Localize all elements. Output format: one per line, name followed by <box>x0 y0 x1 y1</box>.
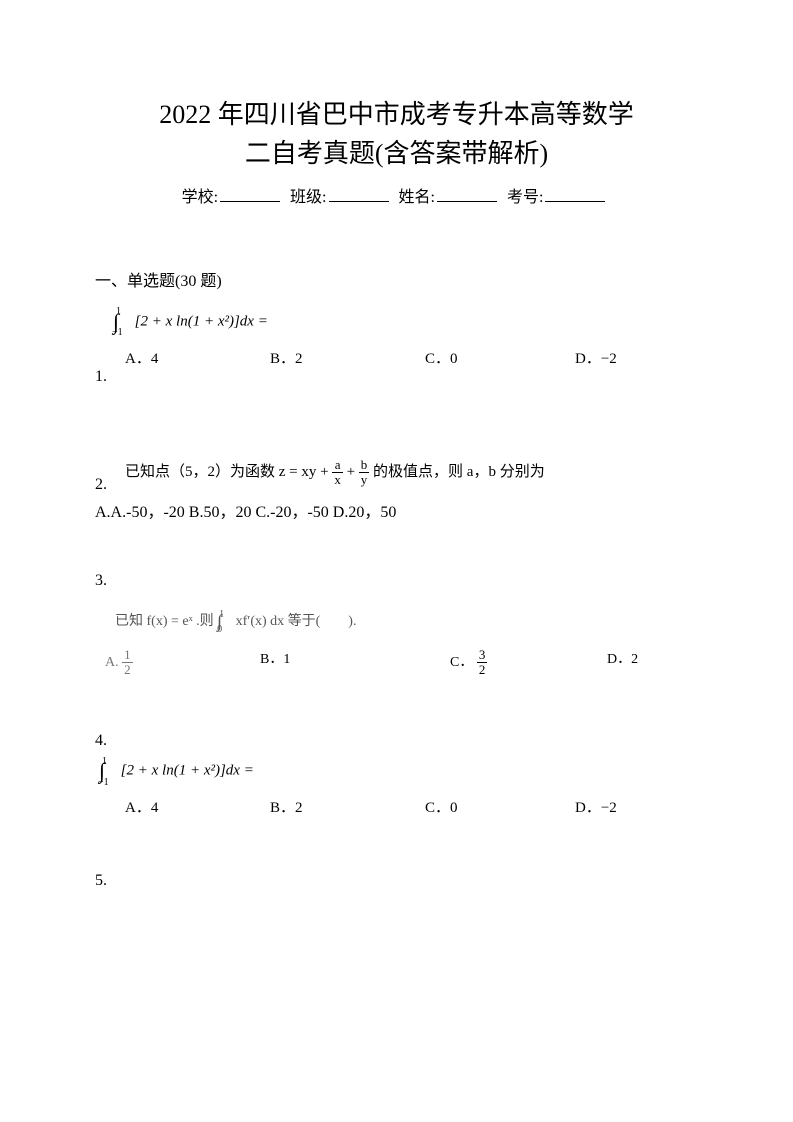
title-line-2: 二自考真题(含答案带解析) <box>245 139 548 168</box>
q2-frac2-den: y <box>359 473 370 487</box>
q1-options: A．4 B．2 C．0 D．−2 <box>125 347 698 368</box>
q3-optC-frac: 32 <box>477 648 488 678</box>
q1-option-c[interactable]: C．0 <box>425 347 575 368</box>
q1-option-b[interactable]: B．2 <box>270 347 425 368</box>
q2-text: 已知点（5，2）为函数 z = xy + ax + by 的极值点，则 a，b … <box>125 458 698 488</box>
q2-text-post: 的极值点，则 a，b 分别为 <box>369 464 544 480</box>
q2-text-pre: 已知点（5，2）为函数 z = xy + <box>125 464 332 480</box>
q4-option-b[interactable]: B．2 <box>270 796 425 817</box>
q4-option-a[interactable]: A．4 <box>125 796 270 817</box>
q3-optA-label: A. <box>105 655 119 670</box>
q1-option-a[interactable]: A．4 <box>125 347 270 368</box>
q4-int-lower: −1 <box>98 777 109 788</box>
q3-optA-frac: 12 <box>122 648 133 678</box>
q3-text: 已知 f(x) = eˣ .则 ∫10 xf′(x) dx 等于( ). <box>115 610 698 632</box>
q3-options: A. 12 B．1 C． 32 D．2 <box>105 648 698 678</box>
q4-int-upper: 1 <box>102 756 107 767</box>
q4-options: A．4 B．2 C．0 D．−2 <box>125 796 698 817</box>
q3-int-upper: 1 <box>219 609 224 620</box>
q3-optC-label: C． <box>450 655 473 670</box>
q4-option-d[interactable]: D．−2 <box>575 796 675 817</box>
school-blank[interactable] <box>220 201 280 202</box>
q2-frac1-den: x <box>332 473 343 487</box>
q3-option-b[interactable]: B．1 <box>260 648 450 678</box>
q3-optC-den: 2 <box>477 663 488 677</box>
q1-expression: ∫1−1[2 + x ln(1 + x²)]dx = <box>113 309 698 335</box>
q2-frac1-num: a <box>332 458 343 473</box>
q3-number: 3. <box>95 572 698 590</box>
q3-text-pre: 已知 f(x) = eˣ .则 <box>115 614 217 629</box>
question-1: ∫1−1[2 + x ln(1 + x²)]dx = A．4 B．2 C．0 D… <box>95 309 698 368</box>
section-1-title: 一、单选题(30 题) <box>95 267 698 291</box>
q4-expr-body: [2 + x ln(1 + x²)]dx = <box>121 763 254 779</box>
q3-optC-num: 3 <box>477 648 488 663</box>
name-label: 姓名: <box>399 189 435 206</box>
q2-frac-2: by <box>359 458 370 488</box>
q1-expr-body: [2 + x ln(1 + x²)]dx = <box>135 313 268 329</box>
q3-option-c[interactable]: C． 32 <box>450 648 607 678</box>
q2-options[interactable]: A.A.-50，-20 B.50，20 C.-20，-50 D.20，50 <box>95 498 698 522</box>
q4-expression: ∫1−1[2 + x ln(1 + x²)]dx = <box>99 758 698 784</box>
q2-frac-1: ax <box>332 458 343 488</box>
q3-option-d[interactable]: D．2 <box>607 648 667 678</box>
id-label: 考号: <box>507 189 543 206</box>
q3-text-post: xf′(x) dx 等于( ). <box>232 614 356 629</box>
document-title: 2022 年四川省巴中市成考专升本高等数学 二自考真题(含答案带解析) <box>95 95 698 173</box>
question-2: 已知点（5，2）为函数 z = xy + ax + by 的极值点，则 a，b … <box>95 458 698 488</box>
q2-frac2-num: b <box>359 458 370 473</box>
class-label: 班级: <box>290 189 326 206</box>
q4-option-c[interactable]: C．0 <box>425 796 575 817</box>
class-blank[interactable] <box>329 201 389 202</box>
q1-number: 1. <box>95 368 107 386</box>
q5-number: 5. <box>95 872 698 890</box>
student-info-line: 学校: 班级: 姓名: 考号: <box>95 183 698 207</box>
title-line-1: 2022 年四川省巴中市成考专升本高等数学 <box>159 100 634 129</box>
question-4: ∫1−1[2 + x ln(1 + x²)]dx = A．4 B．2 C．0 D… <box>95 758 698 817</box>
id-blank[interactable] <box>545 201 605 202</box>
q2-text-mid: + <box>343 464 359 480</box>
q2-number: 2. <box>95 476 107 494</box>
q1-int-upper: 1 <box>116 306 121 317</box>
q1-option-d[interactable]: D．−2 <box>575 347 675 368</box>
q3-optA-num: 1 <box>122 648 133 663</box>
q4-number: 4. <box>95 732 698 750</box>
name-blank[interactable] <box>437 201 497 202</box>
q1-int-lower: −1 <box>112 327 123 338</box>
q3-optA-den: 2 <box>122 663 133 677</box>
q3-int-lower: 0 <box>217 624 222 635</box>
q3-option-a[interactable]: A. 12 <box>105 648 260 678</box>
school-label: 学校: <box>182 189 218 206</box>
